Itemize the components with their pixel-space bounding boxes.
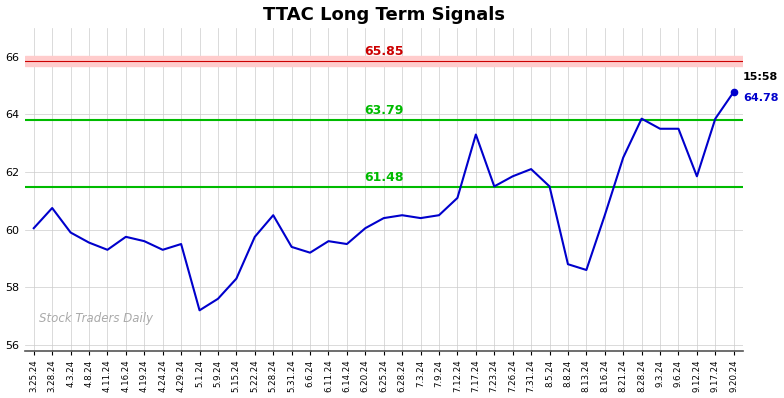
Text: 15:58: 15:58: [743, 72, 779, 82]
Text: 65.85: 65.85: [364, 45, 404, 58]
Text: 61.48: 61.48: [364, 170, 404, 183]
Bar: [24, 56, 743, 66]
Text: 63.79: 63.79: [364, 104, 404, 117]
Title: TTAC Long Term Signals: TTAC Long Term Signals: [263, 6, 505, 23]
Text: Stock Traders Daily: Stock Traders Daily: [39, 312, 153, 325]
Text: 64.78: 64.78: [743, 93, 779, 103]
